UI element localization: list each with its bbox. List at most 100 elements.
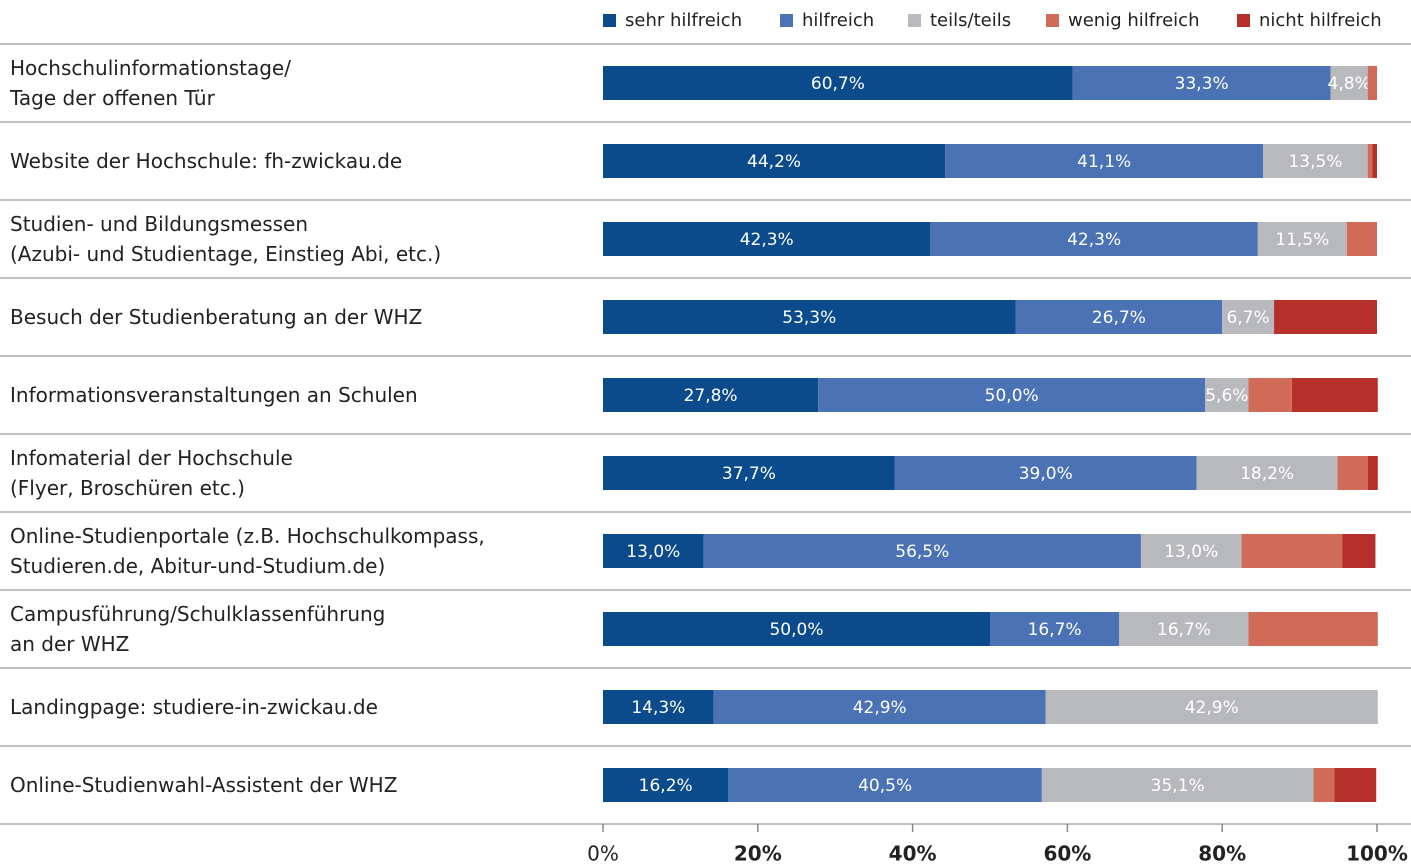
bar-segment (1274, 300, 1377, 334)
value-label: 42,3% (740, 230, 794, 250)
value-label: 35,1% (1151, 776, 1205, 796)
value-label: 41,1% (1077, 152, 1131, 172)
value-label: 26,7% (1092, 308, 1146, 328)
bar-segment (818, 378, 1206, 412)
bar-segment (603, 378, 819, 412)
bar-segment (1041, 768, 1314, 802)
bar-segment (603, 144, 946, 178)
bar-segment (1334, 768, 1377, 802)
bar-segment (1248, 612, 1378, 646)
bar-segment (1241, 534, 1343, 568)
value-label: 39,0% (1019, 464, 1073, 484)
bar-segment (1367, 66, 1377, 100)
value-label: 6,7% (1227, 308, 1270, 328)
value-label: 11,5% (1275, 230, 1329, 250)
category-label: Website der Hochschule: fh-zwickau.de (10, 149, 403, 173)
legend-label: hilfreich (802, 10, 874, 31)
bar-segment (1313, 768, 1335, 802)
bar-segment (1342, 534, 1376, 568)
bar-segment (1367, 456, 1378, 490)
bar-segment (1257, 222, 1347, 256)
bar-segment (728, 768, 1042, 802)
value-label: 16,2% (639, 776, 693, 796)
category-label: Infomaterial der Hochschule (Flyer, Bros… (10, 446, 293, 500)
bar-segment (990, 612, 1120, 646)
x-tick-label: 20% (734, 842, 782, 866)
bar-segment (1263, 144, 1368, 178)
value-label: 5,6% (1205, 386, 1248, 406)
category-label: Online-Studienportale (z.B. Hochschulkom… (10, 524, 485, 578)
value-label: 44,2% (747, 152, 801, 172)
value-label: 42,9% (1185, 698, 1239, 718)
value-label: 56,5% (895, 542, 949, 562)
bar-segment (603, 222, 931, 256)
value-label: 42,3% (1067, 230, 1121, 250)
bar-segment (1196, 456, 1338, 490)
x-tick-label: 100% (1346, 842, 1408, 866)
legend-swatch (780, 14, 793, 27)
value-label: 13,5% (1288, 152, 1342, 172)
legend-swatch (1046, 14, 1059, 27)
bar-segment (713, 690, 1046, 724)
bar-segment (1248, 378, 1292, 412)
value-label: 50,0% (985, 386, 1039, 406)
category-label: Hochschulinformationstage/ Tage der offe… (10, 56, 291, 110)
bar-segment (894, 456, 1197, 490)
legend-swatch (1237, 14, 1250, 27)
value-label: 13,0% (1164, 542, 1218, 562)
value-label: 53,3% (782, 308, 836, 328)
x-tick-label: 40% (889, 842, 937, 866)
value-label: 33,3% (1175, 74, 1229, 94)
value-label: 13,0% (626, 542, 680, 562)
bar-segment (1291, 378, 1378, 412)
bar-segment (603, 456, 895, 490)
bar-segment (603, 768, 729, 802)
legend-label: nicht hilfreich (1259, 10, 1382, 31)
value-label: 4,8% (1328, 74, 1371, 94)
bar-segment (1330, 66, 1368, 100)
category-label: Landingpage: studiere-in-zwickau.de (10, 695, 378, 719)
bar-segment (603, 534, 704, 568)
value-label: 50,0% (769, 620, 823, 640)
category-label: Informationsveranstaltungen an Schulen (10, 383, 418, 407)
bar-segment (603, 66, 1073, 100)
bar-segment (603, 690, 714, 724)
value-label: 42,9% (853, 698, 907, 718)
legend-swatch (908, 14, 921, 27)
bar-segment (1140, 534, 1242, 568)
legend-label: wenig hilfreich (1068, 10, 1199, 31)
category-label: Campusführung/Schulklassenführung an der… (10, 602, 386, 656)
bar-segment (1119, 612, 1249, 646)
value-label: 16,7% (1157, 620, 1211, 640)
value-label: 18,2% (1240, 464, 1294, 484)
bar-segment (603, 612, 990, 646)
category-label: Studien- und Bildungsmessen (Azubi- und … (10, 212, 442, 266)
category-label: Online-Studienwahl-Assistent der WHZ (10, 773, 398, 797)
bar-segment (1205, 378, 1249, 412)
x-tick-label: 80% (1198, 842, 1246, 866)
value-label: 60,7% (811, 74, 865, 94)
x-tick-label: 0% (587, 842, 619, 866)
value-label: 14,3% (631, 698, 685, 718)
bar-segment (603, 300, 1016, 334)
x-tick-label: 60% (1043, 842, 1091, 866)
bar-segment (1045, 690, 1378, 724)
bar-segment (930, 222, 1258, 256)
bar-segment (1072, 66, 1331, 100)
bar-segment (703, 534, 1141, 568)
legend-label: sehr hilfreich (625, 10, 742, 31)
value-label: 27,8% (684, 386, 738, 406)
bar-segment (1222, 300, 1275, 334)
bar-segment (1372, 144, 1377, 178)
bar-segment (1346, 222, 1377, 256)
legend-label: teils/teils (930, 10, 1011, 31)
bar-segment (1015, 300, 1223, 334)
category-label: Besuch der Studienberatung an der WHZ (10, 305, 423, 329)
value-label: 37,7% (722, 464, 776, 484)
legend-swatch (603, 14, 616, 27)
bar-segment (1337, 456, 1368, 490)
value-label: 40,5% (858, 776, 912, 796)
bar-segment (1367, 144, 1373, 178)
